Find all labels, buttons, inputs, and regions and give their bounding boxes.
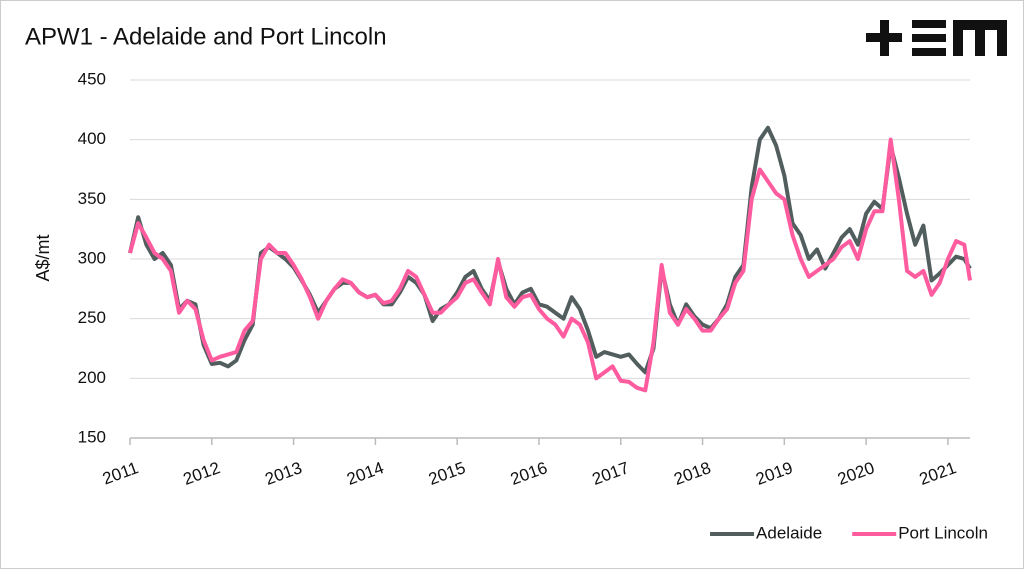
logo <box>866 20 1007 56</box>
y-tick-label: 350 <box>78 189 106 208</box>
y-tick-label: 450 <box>78 69 106 88</box>
y-tick-label: 300 <box>78 248 106 267</box>
y-tick-label: 250 <box>78 308 106 327</box>
chart-title: APW1 - Adelaide and Port Lincoln <box>25 23 387 50</box>
series-line <box>128 137 972 393</box>
legend-label: Port Lincoln <box>898 523 988 542</box>
y-tick-label: 200 <box>78 368 106 387</box>
y-axis-label: A$/mt <box>33 234 53 281</box>
legend-label: Adelaide <box>756 523 822 542</box>
y-tick-label: 150 <box>78 427 106 446</box>
y-tick-label: 400 <box>78 129 106 148</box>
